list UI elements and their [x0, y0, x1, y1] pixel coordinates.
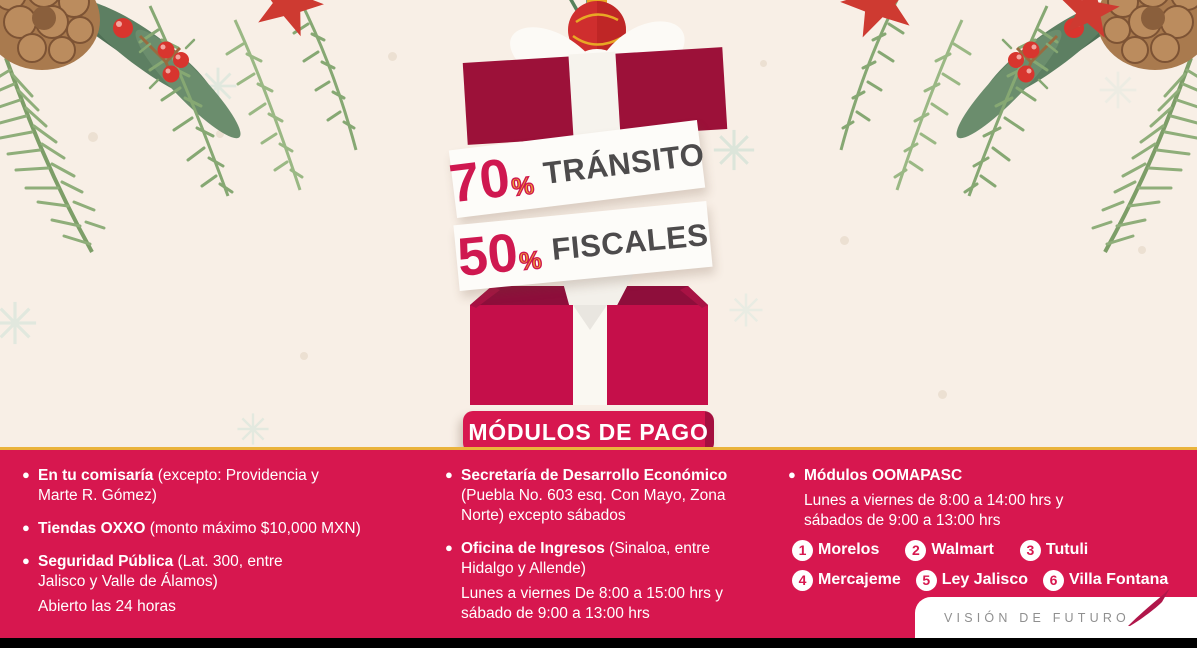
module-chip: 1 Morelos: [792, 539, 880, 561]
discount-value: 70: [446, 147, 514, 215]
module-row: 1 Morelos 2 Walmart 3 Tutuli: [788, 539, 1190, 561]
letterbox-bar: [0, 638, 1197, 648]
background-dot: [88, 132, 98, 142]
bullet-icon: ●: [445, 539, 453, 555]
pine-branch-decoration-left: [0, 0, 400, 262]
discount-label: FISCALES: [549, 216, 710, 267]
location-name: Oficina de Ingresos: [461, 539, 605, 557]
bullet-icon: ●: [445, 467, 453, 482]
background-dot: [1138, 246, 1146, 254]
location-name: Tiendas OXXO: [38, 519, 146, 537]
bullet-icon: ●: [788, 467, 796, 482]
background-dot: [216, 130, 224, 138]
background-dot: [938, 390, 947, 399]
location-hours: Lunes a viernes De 8:00 a 15:00 hrs y sá…: [461, 584, 723, 622]
location-detail: (Sinaloa, entre Hidalgo y Allende): [461, 539, 710, 577]
background-dot: [840, 236, 849, 245]
snowflake-icon: [728, 292, 764, 328]
list-item: ● En tu comisaría (excepto: Providencia …: [22, 466, 427, 506]
background-dot: [760, 60, 767, 67]
arrow-swoosh-icon: [1126, 588, 1170, 633]
module-name: Mercajeme: [818, 571, 901, 589]
percent-sign: %: [517, 245, 543, 277]
module-chip: 5 Ley Jalisco: [915, 569, 1028, 591]
location-name: Seguridad Pública: [38, 552, 174, 570]
snowflake-icon: [712, 128, 756, 172]
module-chip: 3 Tutuli: [1019, 539, 1089, 561]
location-name: Módulos OOMAPASC: [804, 467, 963, 484]
module-chip: 4 Mercajeme: [792, 569, 901, 591]
snowflake-icon: [0, 300, 38, 346]
location-hours: Lunes a viernes de 8:00 a 14:00 hrs y sá…: [804, 491, 1064, 529]
module-number-badge: 1: [792, 539, 813, 561]
gift-ribbon-band: [568, 51, 621, 141]
module-chip: 2 Walmart: [905, 539, 994, 561]
column-locations-2: ● Secretaría de Desarrollo Económico (Pu…: [445, 466, 780, 637]
snowflake-icon: [1098, 70, 1138, 110]
module-row: 4 Mercajeme 5 Ley Jalisco 6 Villa Fontana: [788, 569, 1190, 591]
bullet-icon: ●: [22, 519, 30, 535]
list-item: ● Oficina de Ingresos (Sinaloa, entre Hi…: [445, 539, 780, 624]
module-name: Villa Fontana: [1069, 571, 1169, 589]
snowflake-icon: [198, 66, 238, 106]
list-item: ● Tiendas OXXO (monto máximo $10,000 MXN…: [22, 519, 427, 539]
column-locations-3: ● Módulos OOMAPASC Lunes a viernes de 8:…: [788, 466, 1190, 591]
background-dot: [300, 352, 308, 360]
location-detail: (monto máximo $10,000 MXN): [145, 519, 361, 537]
section-title: MÓDULOS DE PAGO: [468, 418, 709, 445]
section-title-banner: MÓDULOS DE PAGO: [463, 411, 714, 453]
list-item: ● Seguridad Pública (Lat. 300, entre Jal…: [22, 552, 427, 617]
location-detail: (Puebla No. 603 esq. Con Mayo, Zona Nort…: [461, 486, 726, 524]
bullet-icon: ●: [22, 467, 30, 482]
percent-sign: %: [509, 171, 536, 203]
module-name: Ley Jalisco: [941, 571, 1028, 589]
module-number-badge: 4: [792, 569, 813, 591]
module-name: Morelos: [818, 541, 880, 559]
module-chip: 6 Villa Fontana: [1043, 569, 1169, 591]
column-locations-1: ● En tu comisaría (excepto: Providencia …: [22, 466, 427, 630]
module-name: Walmart: [931, 541, 994, 559]
location-detail: (Lat. 300, entre Jalisco y Valle de Álam…: [38, 552, 283, 590]
discount-label: TRÁNSITO: [541, 136, 707, 191]
location-name: En tu comisaría: [38, 467, 154, 484]
module-number-badge: 6: [1043, 569, 1064, 591]
module-number-badge: 2: [905, 539, 927, 561]
module-number-badge: 3: [1019, 539, 1041, 561]
gold-divider: [0, 447, 1197, 450]
vision-de-futuro-logo: VISIÓN DE FUTURO: [915, 588, 1197, 638]
bullet-icon: ●: [22, 552, 30, 568]
location-name: Secretaría de Desarrollo Económico: [461, 467, 728, 484]
pine-branch-decoration-right: [797, 0, 1197, 262]
discount-value: 50: [454, 222, 521, 288]
location-detail: (excepto: Providencia y Marte R. Gómez): [38, 467, 319, 504]
list-item: ● Secretaría de Desarrollo Económico (Pu…: [445, 466, 780, 526]
module-name: Tutuli: [1045, 541, 1089, 559]
payment-modules-section: ● En tu comisaría (excepto: Providencia …: [0, 450, 1197, 638]
background-dot: [388, 52, 397, 61]
snowflake-icon: [236, 412, 270, 446]
location-hours: Abierto las 24 horas: [38, 597, 176, 615]
logo-text: VISIÓN DE FUTURO: [944, 610, 1130, 625]
list-item: ● Módulos OOMAPASC Lunes a viernes de 8:…: [788, 466, 1190, 531]
module-number-badge: 5: [915, 569, 937, 591]
